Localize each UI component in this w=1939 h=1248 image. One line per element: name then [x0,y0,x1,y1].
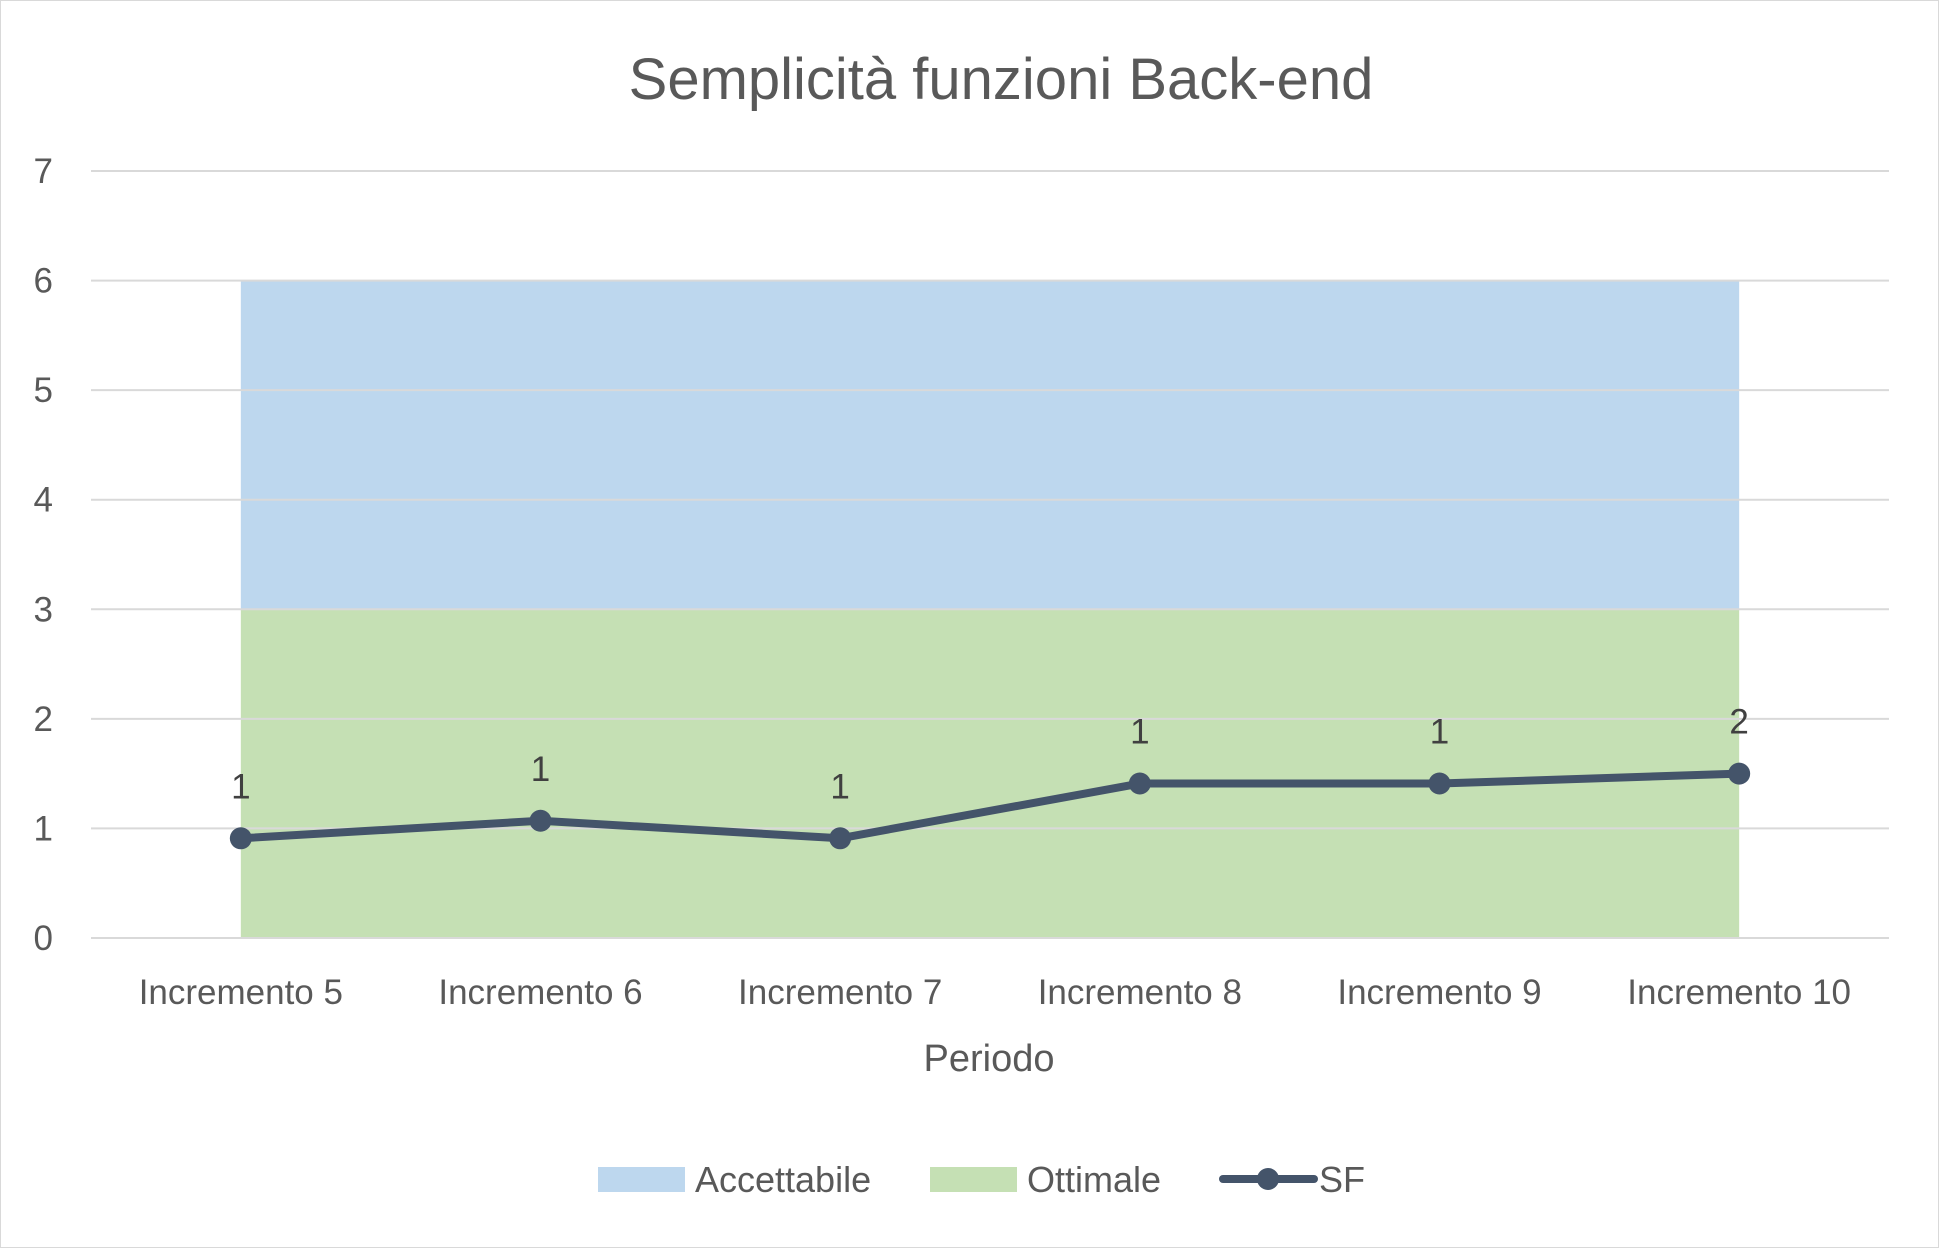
data-point [829,827,852,850]
data-label: 1 [830,767,849,806]
legend-marker-sf [1257,1168,1279,1190]
data-label: 1 [531,750,550,789]
y-tick-label: 1 [34,809,53,848]
legend-label-accettabile: Accettabile [695,1159,871,1200]
legend-label-sf: SF [1319,1159,1365,1200]
bands-layer [240,280,1740,938]
x-axis-title: Periodo [924,1038,1055,1080]
grid-layer [91,170,1889,939]
y-tick-label: 6 [34,262,53,301]
band-accettabile [240,280,1740,610]
y-tick-label: 7 [34,152,53,191]
data-point [1428,772,1451,795]
x-tick-label: Incremento 8 [1038,973,1242,1012]
band-ottimale [240,609,1740,938]
chart-title: Semplicità funzioni Back-end [629,47,1374,112]
legend: Accettabile Ottimale SF [598,1159,1365,1200]
y-tick-label: 3 [34,590,53,629]
data-point [1128,772,1151,795]
data-point [1728,762,1751,785]
data-point [229,827,252,850]
x-tick-label: Incremento 5 [139,973,343,1012]
y-axis-ticks: 0 1 2 3 4 5 6 7 [34,152,53,958]
data-label: 1 [231,767,250,806]
data-label: 1 [1430,713,1449,752]
x-tick-label: Incremento 6 [438,973,642,1012]
x-axis-ticks: Incremento 5 Incremento 6 Incremento 7 Incr… [139,973,1851,1012]
x-tick-label: Incremento 9 [1337,973,1541,1012]
x-tick-label: Incremento 7 [738,973,942,1012]
y-tick-label: 5 [34,371,53,410]
legend-swatch-ottimale [930,1167,1017,1192]
y-tick-label: 0 [34,919,53,958]
data-label: 2 [1729,703,1748,742]
series-line-sf [236,769,1744,843]
y-tick-label: 2 [34,700,53,739]
legend-label-ottimale: Ottimale [1027,1159,1161,1200]
x-tick-label: Incremento 10 [1627,973,1851,1012]
data-point [529,809,552,832]
legend-swatch-accettabile [598,1167,685,1192]
series-layer: 1 1 1 1 1 2 [229,703,1751,850]
data-label: 1 [1130,713,1149,752]
y-tick-label: 4 [34,481,53,520]
